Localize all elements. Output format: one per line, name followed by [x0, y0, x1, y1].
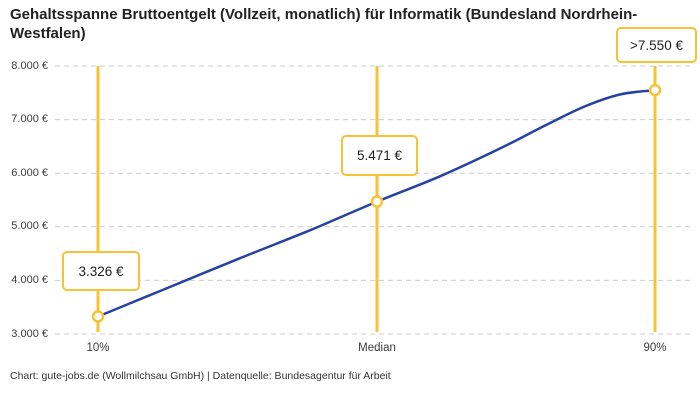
data-point-median[interactable] — [370, 195, 384, 208]
data-points — [91, 83, 662, 323]
data-point-10[interactable] — [91, 310, 105, 323]
data-label-10: 3.326 € — [62, 251, 140, 291]
chart-attribution: Chart: gute-jobs.de (Wollmilchsau GmbH) … — [10, 370, 391, 382]
x-axis-label-median: Median — [358, 342, 396, 354]
salary-curve — [96, 88, 657, 318]
x-axis-label-10: 10% — [86, 342, 110, 354]
y-axis-tick-label: 7.000 € — [11, 113, 48, 126]
data-label-median: 5.471 € — [341, 135, 418, 176]
data-point-90[interactable] — [648, 83, 662, 97]
y-axis-tick-label: 5.000 € — [11, 220, 48, 233]
x-axis-label-90: 90% — [643, 342, 667, 354]
y-axis-tick-label: 6.000 € — [11, 166, 48, 179]
y-axis-tick-label: 4.000 € — [11, 273, 48, 286]
data-label-90: >7.550 € — [616, 27, 697, 63]
gridlines — [55, 65, 693, 335]
y-axis-tick-label: 8.000 € — [11, 59, 48, 72]
y-axis-tick-label: 3.000 € — [11, 327, 48, 340]
chart-title: Gehaltsspanne Bruttoentgelt (Vollzeit, m… — [10, 6, 638, 42]
